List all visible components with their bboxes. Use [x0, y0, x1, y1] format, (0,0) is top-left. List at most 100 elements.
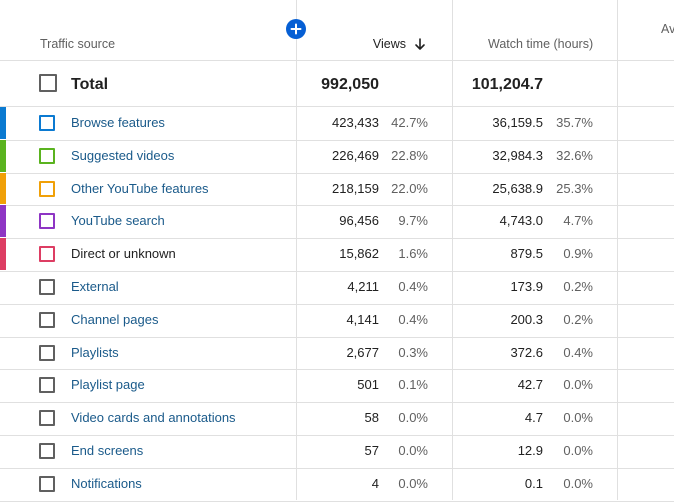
table-row: Suggested videos 226,469 22.8% 32,984.3 32.6… — [0, 139, 674, 173]
row-checkbox[interactable] — [39, 213, 55, 230]
row-views: 96,456 — [339, 213, 379, 229]
row-label[interactable]: Other YouTube features — [71, 180, 209, 196]
table-row: Direct or unknown 15,862 1.6% 879.5 0.9% — [0, 238, 674, 271]
row-checkbox[interactable] — [39, 475, 55, 492]
row-views-percent: 0.0% — [398, 443, 428, 458]
total-checkbox[interactable] — [39, 74, 57, 92]
row-label[interactable]: End screens — [71, 443, 144, 458]
row-watch-time-percent: 0.0% — [563, 410, 593, 426]
row-watch-time: 4.7 — [524, 410, 543, 426]
row-watch-time: 200.3 — [510, 311, 543, 327]
row-divider — [0, 172, 674, 174]
row-label[interactable]: External — [71, 279, 119, 294]
row-watch-time-percent: 0.0% — [563, 443, 593, 458]
row-label[interactable]: Playlists — [71, 344, 119, 360]
column-header-traffic-source[interactable]: Traffic source — [40, 37, 116, 51]
row-label[interactable]: Suggested videos — [71, 147, 175, 163]
row-label[interactable]: Playlist page — [71, 377, 145, 393]
row-divider — [0, 467, 674, 469]
column-header-views-label: Views — [372, 37, 406, 51]
row-checkbox[interactable] — [39, 443, 55, 459]
row-divider — [0, 139, 674, 141]
total-watch-time: 101,204.7 — [471, 76, 543, 93]
arrow-down-icon — [415, 37, 425, 50]
row-views-percent: 0.4% — [398, 279, 428, 294]
row-divider — [0, 336, 674, 338]
column-divider — [296, 0, 297, 500]
row-divider — [0, 238, 674, 240]
row-watch-time-percent: 0.2% — [563, 279, 593, 294]
row-checkbox[interactable] — [39, 377, 55, 394]
series-color-bar — [0, 172, 6, 205]
row-watch-time: 12.9 — [517, 443, 543, 458]
row-label[interactable]: Notifications — [71, 475, 142, 491]
table-row: Channel pages 4,141 0.4% 200.3 0.2% — [0, 304, 674, 337]
row-label[interactable]: Video cards and annotations — [71, 410, 236, 426]
header-divider — [0, 60, 674, 61]
row-watch-time: 173.9 — [510, 279, 543, 294]
row-watch-time-percent: 35.7% — [556, 115, 593, 130]
total-row: Total 992,050 101,204.7 — [0, 61, 674, 106]
row-checkbox[interactable] — [39, 279, 55, 295]
row-checkbox[interactable] — [39, 344, 55, 361]
table-row: Other YouTube features 218,159 22.0% 25,638… — [0, 172, 674, 206]
row-views: 423,433 — [332, 115, 379, 130]
row-views: 501 — [357, 377, 379, 393]
add-metric-button[interactable] — [286, 19, 306, 39]
row-watch-time: 25,638.9 — [492, 180, 543, 196]
row-divider — [0, 435, 674, 436]
add-metric-icon — [290, 23, 302, 35]
table-row: YouTube search 96,456 9.7% 4,743.0 4.7% — [0, 205, 674, 238]
row-views-percent: 9.7% — [398, 213, 428, 229]
row-watch-time: 0.1 — [524, 475, 543, 491]
table-row: Video cards and annotations 58 0.0% 4.7 0.0% — [0, 402, 674, 435]
row-watch-time: 42.7 — [517, 377, 543, 393]
row-checkbox[interactable] — [39, 246, 55, 263]
row-label[interactable]: Channel pages — [71, 311, 159, 327]
row-label[interactable]: Browse features — [71, 115, 165, 130]
row-checkbox[interactable] — [39, 311, 55, 328]
row-watch-time-percent: 0.4% — [563, 344, 593, 360]
row-label[interactable]: Direct or unknown — [71, 246, 176, 262]
row-views: 4,211 — [347, 279, 379, 294]
row-views: 15,862 — [339, 246, 379, 262]
row-divider — [0, 205, 674, 207]
row-views-percent: 0.4% — [398, 311, 428, 327]
table-row: Browse features 423,433 42.7% 36,159.5 35.7% — [0, 107, 674, 140]
row-divider — [0, 271, 674, 272]
row-label[interactable]: YouTube search — [71, 213, 165, 229]
total-label: Total — [71, 76, 109, 93]
column-divider — [452, 0, 453, 500]
column-header-watch-time[interactable]: Watch time (hours) — [488, 37, 594, 51]
row-views: 218,159 — [332, 180, 379, 196]
row-watch-time-percent: 0.9% — [563, 246, 593, 262]
row-views-percent: 22.0% — [391, 180, 428, 196]
row-checkbox[interactable] — [39, 115, 55, 131]
row-checkbox[interactable] — [39, 410, 55, 427]
row-watch-time-percent: 0.0% — [563, 377, 593, 393]
row-divider — [0, 500, 674, 502]
row-checkbox[interactable] — [39, 147, 55, 164]
row-watch-time-percent: 25.3% — [556, 180, 593, 196]
row-watch-time-percent: 0.2% — [563, 311, 593, 327]
table-row: End screens 57 0.0% 12.9 0.0% — [0, 435, 674, 468]
row-views: 226,469 — [332, 147, 379, 163]
table-row: Playlist page 501 0.1% 42.7 0.0% — [0, 369, 674, 402]
column-header-views[interactable]: Views — [373, 37, 426, 51]
row-divider — [0, 402, 674, 404]
row-views-percent: 0.3% — [398, 344, 428, 360]
row-watch-time: 372.6 — [510, 344, 543, 360]
row-checkbox[interactable] — [39, 180, 55, 197]
series-color-bar — [0, 139, 6, 172]
table-row: External 4,211 0.4% 173.9 0.2% — [0, 271, 674, 304]
table-row: Playlists 2,677 0.3% 372.6 0.4% — [0, 337, 674, 370]
table-header: Traffic source Views Watch time (hours) … — [0, 0, 674, 60]
row-divider — [0, 106, 674, 107]
row-watch-time-percent: 4.7% — [563, 213, 593, 229]
row-watch-time: 32,984.3 — [492, 147, 543, 163]
row-watch-time-percent: 0.0% — [563, 475, 593, 491]
row-watch-time-percent: 32.6% — [556, 147, 593, 163]
column-header-partial[interactable]: Av — [661, 22, 674, 36]
row-watch-time: 879.5 — [510, 246, 543, 262]
